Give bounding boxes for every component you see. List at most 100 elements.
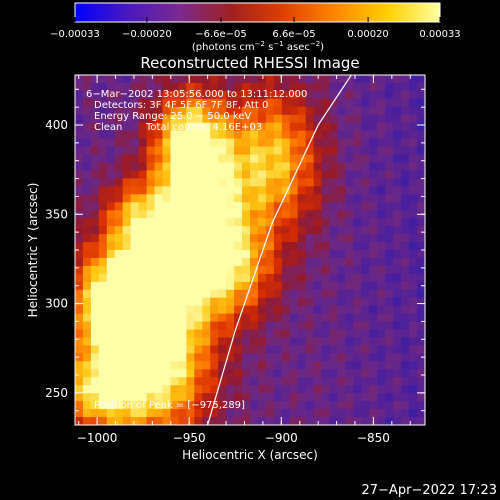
- heatmap-cell: [178, 337, 187, 346]
- heatmap-cell: [90, 329, 100, 338]
- heatmap-cell: [321, 250, 330, 259]
- heatmap-cell: [401, 194, 410, 203]
- heatmap-cell: [369, 242, 378, 251]
- heatmap-cell: [194, 297, 203, 307]
- heatmap-cell: [146, 138, 155, 147]
- heatmap-cell: [337, 313, 346, 322]
- heatmap-cell: [401, 210, 410, 219]
- heatmap-cell: [329, 345, 338, 354]
- heatmap-cell: [257, 257, 267, 267]
- heatmap-cell: [321, 337, 330, 346]
- heatmap-cell: [329, 82, 338, 92]
- heatmap-cell: [146, 305, 155, 315]
- heatmap-cell: [218, 114, 227, 124]
- heatmap-cell: [138, 257, 147, 267]
- heatmap-cell: [234, 75, 243, 84]
- heatmap-cell: [114, 234, 124, 243]
- heatmap-cell: [361, 146, 370, 155]
- heatmap-cell: [154, 393, 163, 402]
- heatmap-cell: [162, 106, 171, 116]
- heatmap-cell: [178, 257, 187, 267]
- heatmap-cell: [114, 353, 124, 362]
- heatmap-cell: [250, 369, 259, 378]
- heatmap-cell: [273, 273, 283, 283]
- heatmap-cell: [409, 401, 418, 410]
- annotation-energy: Energy Range: 25.0 − 50.0 keV: [94, 111, 251, 122]
- heatmap-cell: [345, 162, 354, 171]
- heatmap-cell: [138, 178, 147, 187]
- heatmap-cell: [321, 210, 330, 219]
- heatmap-cell: [162, 154, 171, 163]
- heatmap-cell: [98, 178, 108, 187]
- heatmap-cell: [265, 305, 275, 315]
- heatmap-cell: [377, 146, 386, 155]
- heatmap-cell: [337, 353, 346, 362]
- heatmap-cell: [377, 98, 386, 108]
- heatmap-cell: [138, 409, 147, 418]
- heatmap-cell: [186, 194, 195, 203]
- heatmap-cell: [170, 90, 179, 100]
- heatmap-cell: [289, 250, 299, 259]
- heatmap-cell: [75, 226, 84, 235]
- heatmap-cell: [377, 210, 386, 219]
- heatmap-cell: [170, 377, 179, 386]
- heatmap-cell: [75, 337, 84, 346]
- heatmap-cell: [393, 297, 402, 307]
- heatmap-cell: [417, 289, 425, 299]
- heatmap-cell: [345, 393, 354, 402]
- heatmap-cell: [369, 369, 378, 378]
- heatmap-cell: [265, 106, 275, 116]
- heatmap-cell: [75, 114, 84, 124]
- heatmap-cell: [250, 226, 259, 235]
- heatmap-cell: [90, 289, 100, 299]
- heatmap-cell: [210, 329, 219, 338]
- heatmap-cell: [385, 210, 394, 219]
- heatmap-cell: [401, 138, 410, 147]
- heatmap-cell: [273, 409, 283, 418]
- heatmap-cell: [250, 234, 259, 243]
- heatmap-cell: [385, 122, 394, 132]
- heatmap-cell: [265, 114, 275, 124]
- heatmap-cell: [289, 186, 299, 195]
- heatmap-cell: [186, 313, 195, 322]
- heatmap-cell: [98, 186, 108, 195]
- heatmap-cell: [218, 273, 227, 283]
- heatmap-cell: [369, 234, 378, 243]
- heatmap-cell: [281, 353, 291, 362]
- heatmap-cell: [210, 162, 219, 171]
- heatmap-cell: [154, 289, 163, 299]
- heatmap-cell: [289, 297, 299, 307]
- solar-limb-curve: [207, 75, 352, 425]
- heatmap-cell: [106, 186, 116, 195]
- heatmap-cell: [242, 234, 251, 243]
- heatmap-cell: [345, 321, 354, 330]
- heatmap-cell: [106, 409, 116, 418]
- heatmap-cell: [194, 138, 203, 147]
- heatmap-cell: [393, 218, 402, 227]
- heatmap-cell: [154, 401, 163, 410]
- heatmap-cell: [202, 321, 211, 330]
- heatmap-cell: [345, 369, 354, 378]
- heatmap-cell: [234, 146, 243, 155]
- heatmap-cell: [377, 202, 386, 211]
- heatmap-cell: [82, 90, 92, 100]
- heatmap-cell: [98, 393, 108, 402]
- heatmap-cell: [305, 226, 315, 235]
- heatmap-cell: [75, 170, 84, 179]
- heatmap-cell: [146, 281, 155, 291]
- heatmap-cell: [234, 202, 243, 211]
- heatmap-cell: [353, 257, 362, 267]
- heatmap-cell: [393, 250, 402, 259]
- heatmap-cell: [218, 170, 227, 179]
- heatmap-cell: [265, 186, 275, 195]
- heatmap-cell: [90, 393, 100, 402]
- heatmap-cell: [353, 114, 362, 124]
- heatmap-cell: [321, 226, 330, 235]
- heatmap-cell: [377, 289, 386, 299]
- heatmap-cell: [377, 369, 386, 378]
- heatmap-cell: [289, 178, 299, 187]
- heatmap-cell: [305, 122, 315, 132]
- heatmap-cell: [170, 202, 179, 211]
- heatmap-cell: [202, 234, 211, 243]
- heatmap-cell: [265, 361, 275, 370]
